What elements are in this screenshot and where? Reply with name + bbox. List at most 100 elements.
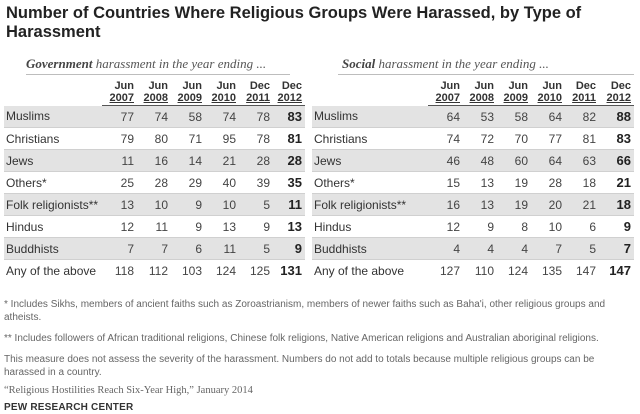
data-cell: 131 <box>280 263 302 278</box>
data-cell: 147 <box>575 263 596 278</box>
data-cell: 70 <box>496 127 530 150</box>
chart-title: Number of Countries Where Religious Grou… <box>6 4 582 41</box>
footnotes: * Includes Sikhs, members of ancient fai… <box>4 298 634 414</box>
column-year: 2009 <box>177 92 202 104</box>
source-note: “Religious Hostilities Reach Six-Year Hi… <box>4 385 253 396</box>
data-cell: 7 <box>598 237 634 260</box>
data-cell: 13 <box>204 215 238 238</box>
data-cell: 7 <box>136 237 170 260</box>
data-cell: 60 <box>496 149 530 172</box>
data-cell: 63 <box>564 149 598 172</box>
social-header-corner <box>312 79 428 106</box>
row-label: Buddhists <box>4 237 102 260</box>
column-month: Dec <box>249 80 270 92</box>
column-month: Jun <box>148 80 168 92</box>
column-month: Dec <box>281 80 302 92</box>
social-header-rule <box>338 74 634 75</box>
column-month: Dec <box>610 80 631 92</box>
row-label: Folk religionists** <box>4 193 102 216</box>
data-cell: 7 <box>102 237 136 260</box>
social-subhead: Social harassment in the year ending ... <box>342 56 549 72</box>
data-cell: 13 <box>462 193 496 216</box>
data-cell: 125 <box>249 263 270 278</box>
data-cell: 6 <box>170 237 204 260</box>
government-column-header: Jun 2007 <box>102 79 136 106</box>
data-cell: 64 <box>530 105 564 128</box>
data-cell: 16 <box>428 193 462 216</box>
data-cell: 9 <box>462 215 496 238</box>
organization-credit: PEW RESEARCH CENTER <box>4 402 134 413</box>
data-cell: 83 <box>272 105 305 128</box>
social-subhead-bold: Social <box>342 56 376 71</box>
social-column-header: Jun 2009 <box>496 79 530 106</box>
row-label: Folk religionists** <box>312 193 428 216</box>
data-cell: 19 <box>496 193 530 216</box>
column-year: 2007 <box>435 92 460 104</box>
data-cell: 110 <box>474 263 494 278</box>
data-cell: 9 <box>272 237 305 260</box>
column-year: 2011 <box>572 92 596 104</box>
data-cell: 95 <box>204 127 238 150</box>
column-year: 2012 <box>606 92 631 104</box>
data-cell: 127 <box>439 263 460 278</box>
government-subhead-bold: Government <box>26 56 93 71</box>
row-label: Hindus <box>312 215 428 238</box>
data-cell: 16 <box>136 149 170 172</box>
social-table: Jun 2007 Jun 2008 Jun 2009 Jun 2010 Dec 2011 Dec 20… <box>312 79 634 281</box>
government-table: Jun 2007 Jun 2008 Jun 2009 Jun 2010 Dec 2011 Dec 20… <box>4 79 305 281</box>
data-cell: 12 <box>428 215 462 238</box>
column-month: Jun <box>182 80 202 92</box>
data-cell: 13 <box>462 171 496 194</box>
data-cell: 103 <box>181 263 202 278</box>
data-cell: 88 <box>598 105 634 128</box>
data-cell: 12 <box>102 215 136 238</box>
social-column-header: Jun 2010 <box>530 79 564 106</box>
column-year: 2009 <box>503 92 528 104</box>
row-label: Others* <box>312 171 428 194</box>
data-cell: 28 <box>272 149 305 172</box>
table-row: Folk religionists** 16 13 19 20 21 18 <box>312 193 634 216</box>
data-cell: 74 <box>428 127 462 150</box>
government-column-header: Dec 2012 <box>272 79 305 106</box>
column-month: Jun <box>114 80 134 92</box>
data-cell: 118 <box>114 263 134 278</box>
table-row: Christians 74 72 70 77 81 83 <box>312 127 634 150</box>
government-header-rule <box>26 74 290 75</box>
data-cell: 79 <box>102 127 136 150</box>
row-label: Hindus <box>4 215 102 238</box>
data-cell: 11 <box>102 149 136 172</box>
table-row: Any of the above 118 112 103 124 125 131 <box>4 260 305 282</box>
data-cell: 77 <box>530 127 564 150</box>
data-cell: 10 <box>136 193 170 216</box>
data-cell: 4 <box>462 237 496 260</box>
data-cell: 83 <box>598 127 634 150</box>
data-cell: 124 <box>215 263 236 278</box>
row-label: Jews <box>4 149 102 172</box>
data-cell: 80 <box>136 127 170 150</box>
data-cell: 81 <box>272 127 305 150</box>
government-column-header: Jun 2010 <box>204 79 238 106</box>
social-column-header: Dec 2011 <box>564 79 598 106</box>
data-cell: 39 <box>238 171 272 194</box>
data-cell: 28 <box>530 171 564 194</box>
table-row: Jews 46 48 60 64 63 66 <box>312 149 634 172</box>
row-label: Any of the above <box>6 263 97 278</box>
data-cell: 28 <box>136 171 170 194</box>
row-label: Christians <box>4 127 102 150</box>
row-label: Muslims <box>4 105 102 128</box>
row-label: Christians <box>312 127 428 150</box>
data-cell: 11 <box>272 193 305 216</box>
column-month: Dec <box>575 80 596 92</box>
data-cell: 5 <box>564 237 598 260</box>
social-subhead-rest: harassment in the year ending ... <box>375 56 549 71</box>
government-subhead-rest: harassment in the year ending ... <box>92 56 267 71</box>
data-cell: 72 <box>462 127 496 150</box>
row-label: Buddhists <box>312 237 428 260</box>
data-cell: 10 <box>530 215 564 238</box>
table-row: Any of the above 127 110 124 135 147 147 <box>312 260 634 282</box>
table-row: Jews 11 16 14 21 28 28 <box>4 149 305 172</box>
data-cell: 11 <box>136 215 170 238</box>
government-subhead: Government harassment in the year ending… <box>26 56 266 72</box>
data-cell: 21 <box>564 193 598 216</box>
column-year: 2008 <box>469 92 494 104</box>
